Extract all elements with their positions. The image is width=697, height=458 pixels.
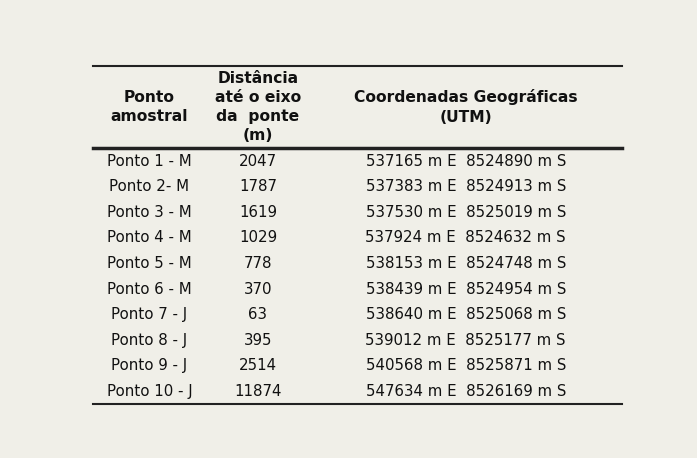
Text: Ponto 3 - M: Ponto 3 - M <box>107 205 192 220</box>
Text: Coordenadas Geográficas
(UTM): Coordenadas Geográficas (UTM) <box>354 89 578 125</box>
Text: Ponto 2- M: Ponto 2- M <box>109 179 190 194</box>
Text: 1619: 1619 <box>239 205 277 220</box>
Text: Ponto 1 - M: Ponto 1 - M <box>107 154 192 169</box>
Text: 538640 m E  8525068 m S: 538640 m E 8525068 m S <box>365 307 566 322</box>
Text: Distância
até o eixo
da  ponte
(m): Distância até o eixo da ponte (m) <box>215 71 301 143</box>
Text: 11874: 11874 <box>234 384 282 399</box>
Text: 2047: 2047 <box>239 154 277 169</box>
Text: 537530 m E  8525019 m S: 537530 m E 8525019 m S <box>365 205 566 220</box>
Text: 1787: 1787 <box>239 179 277 194</box>
Text: 540568 m E  8525871 m S: 540568 m E 8525871 m S <box>365 358 566 373</box>
Text: 537165 m E  8524890 m S: 537165 m E 8524890 m S <box>365 154 566 169</box>
Text: 539012 m E  8525177 m S: 539012 m E 8525177 m S <box>365 333 566 348</box>
Text: Ponto 4 - M: Ponto 4 - M <box>107 230 192 245</box>
Text: Ponto 7 - J: Ponto 7 - J <box>112 307 187 322</box>
Text: 778: 778 <box>244 256 273 271</box>
Text: 63: 63 <box>248 307 268 322</box>
Text: Ponto
amostral: Ponto amostral <box>111 90 188 124</box>
Text: 538153 m E  8524748 m S: 538153 m E 8524748 m S <box>365 256 566 271</box>
Text: 547634 m E  8526169 m S: 547634 m E 8526169 m S <box>365 384 566 399</box>
Text: 538439 m E  8524954 m S: 538439 m E 8524954 m S <box>365 282 566 296</box>
Text: Ponto 5 - M: Ponto 5 - M <box>107 256 192 271</box>
Text: 537383 m E  8524913 m S: 537383 m E 8524913 m S <box>365 179 566 194</box>
Text: Ponto 6 - M: Ponto 6 - M <box>107 282 192 296</box>
Text: Ponto 9 - J: Ponto 9 - J <box>112 358 187 373</box>
Text: Ponto 10 - J: Ponto 10 - J <box>107 384 192 399</box>
Text: 2514: 2514 <box>239 358 277 373</box>
Text: 370: 370 <box>244 282 273 296</box>
Text: Ponto 8 - J: Ponto 8 - J <box>112 333 187 348</box>
Text: 537924 m E  8524632 m S: 537924 m E 8524632 m S <box>365 230 566 245</box>
Text: 1029: 1029 <box>239 230 277 245</box>
Text: 395: 395 <box>244 333 273 348</box>
